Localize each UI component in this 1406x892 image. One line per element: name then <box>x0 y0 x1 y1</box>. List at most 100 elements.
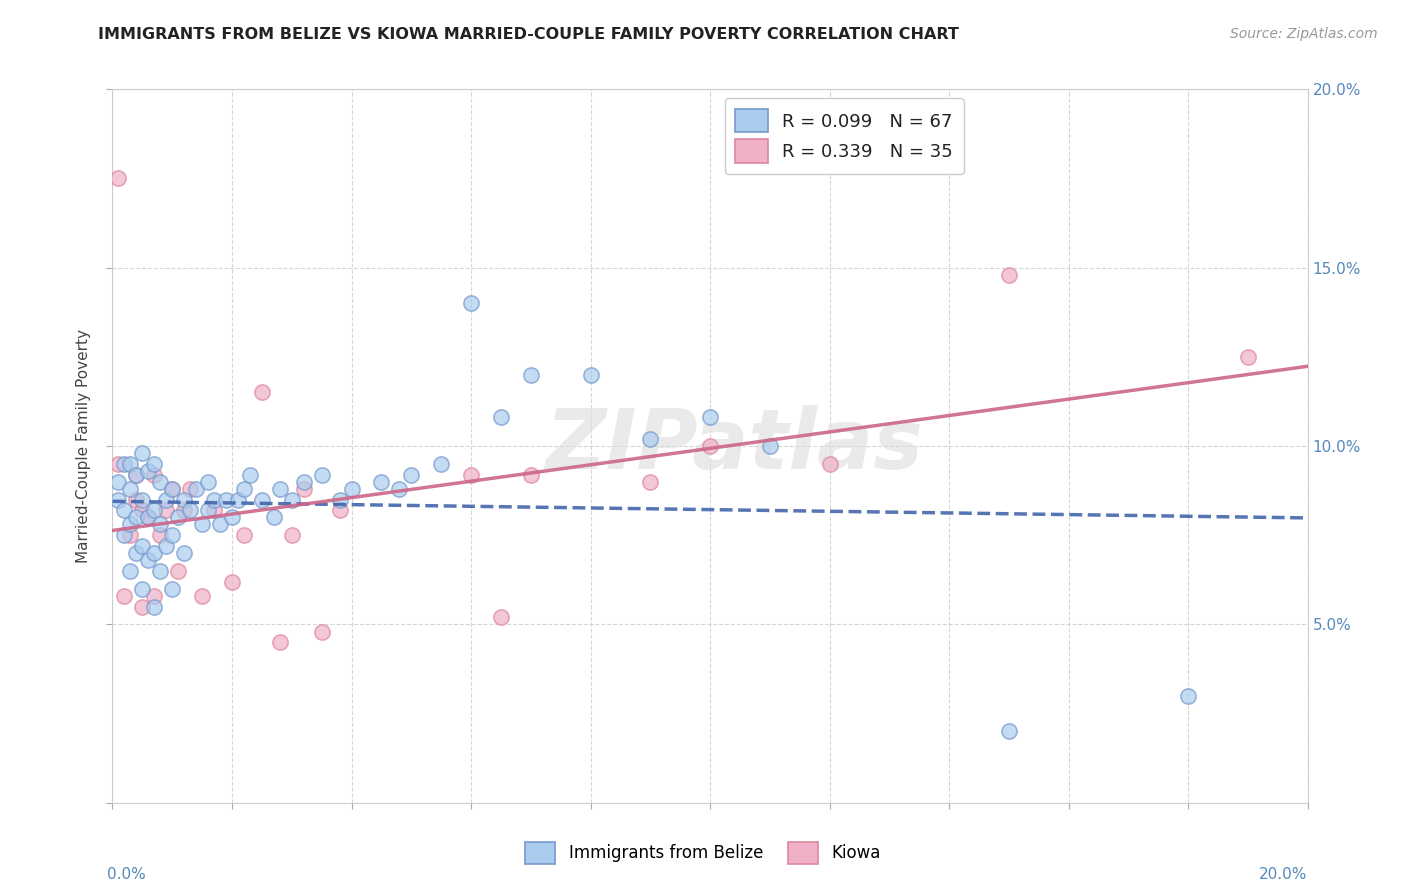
Point <box>138 464 160 478</box>
Point <box>120 517 142 532</box>
Point <box>818 457 841 471</box>
Point <box>107 492 129 507</box>
Point <box>120 528 142 542</box>
Point <box>173 503 195 517</box>
Point <box>143 546 166 560</box>
Point <box>579 368 602 382</box>
Point <box>759 439 782 453</box>
Point <box>149 564 172 578</box>
Point <box>281 528 304 542</box>
Point <box>998 268 1021 282</box>
Point <box>114 589 135 603</box>
Point <box>520 368 543 382</box>
Legend: Immigrants from Belize, Kiowa: Immigrants from Belize, Kiowa <box>519 836 887 871</box>
Point <box>162 582 183 596</box>
Point <box>143 467 166 482</box>
Point <box>120 564 142 578</box>
Point <box>311 467 333 482</box>
Legend: R = 0.099   N = 67, R = 0.339   N = 35: R = 0.099 N = 67, R = 0.339 N = 35 <box>724 98 965 174</box>
Point <box>640 475 662 489</box>
Point <box>329 492 352 507</box>
Point <box>388 482 411 496</box>
Point <box>401 467 423 482</box>
Point <box>131 503 153 517</box>
Point <box>250 385 273 400</box>
Point <box>640 432 662 446</box>
Point <box>107 457 129 471</box>
Point <box>197 475 219 489</box>
Point <box>138 510 160 524</box>
Point <box>197 503 219 517</box>
Point <box>162 482 183 496</box>
Text: Source: ZipAtlas.com: Source: ZipAtlas.com <box>1230 27 1378 41</box>
Point <box>250 492 273 507</box>
Point <box>191 517 214 532</box>
Text: 0.0%: 0.0% <box>107 867 145 882</box>
Point <box>155 492 177 507</box>
Point <box>131 446 153 460</box>
Point <box>107 475 129 489</box>
Point <box>149 528 172 542</box>
Y-axis label: Married-Couple Family Poverty: Married-Couple Family Poverty <box>76 329 91 563</box>
Point <box>263 510 285 524</box>
Point <box>125 467 148 482</box>
Point <box>460 467 482 482</box>
Point <box>131 539 153 553</box>
Point <box>179 482 201 496</box>
Point <box>340 482 363 496</box>
Point <box>269 635 291 649</box>
Point <box>370 475 392 489</box>
Point <box>1177 689 1199 703</box>
Point <box>143 457 166 471</box>
Point <box>173 492 195 507</box>
Point <box>699 410 721 425</box>
Point <box>269 482 291 496</box>
Text: 20.0%: 20.0% <box>1260 867 1308 882</box>
Point <box>155 503 177 517</box>
Point <box>226 492 249 507</box>
Point <box>143 589 166 603</box>
Point <box>125 467 148 482</box>
Point <box>120 482 142 496</box>
Point <box>143 599 166 614</box>
Point <box>209 517 232 532</box>
Point <box>125 546 148 560</box>
Point <box>114 457 135 471</box>
Point <box>162 528 183 542</box>
Point <box>167 564 190 578</box>
Point <box>233 482 256 496</box>
Point <box>191 589 214 603</box>
Point <box>233 528 256 542</box>
Point <box>998 724 1021 739</box>
Point <box>138 510 160 524</box>
Point <box>179 503 201 517</box>
Point <box>430 457 453 471</box>
Point <box>489 410 512 425</box>
Point <box>202 503 225 517</box>
Point <box>138 553 160 567</box>
Point <box>114 528 135 542</box>
Point <box>239 467 262 482</box>
Point <box>281 492 304 507</box>
Text: ZIPatlas: ZIPatlas <box>546 406 922 486</box>
Point <box>460 296 482 310</box>
Point <box>292 482 315 496</box>
Point <box>125 492 148 507</box>
Point <box>292 475 315 489</box>
Point <box>143 503 166 517</box>
Point <box>186 482 208 496</box>
Point <box>202 492 225 507</box>
Point <box>173 546 195 560</box>
Point <box>162 482 183 496</box>
Point <box>131 582 153 596</box>
Point <box>520 467 543 482</box>
Point <box>114 503 135 517</box>
Point <box>215 492 238 507</box>
Point <box>221 510 243 524</box>
Point <box>1237 350 1260 364</box>
Point <box>107 171 129 186</box>
Point <box>221 574 243 589</box>
Point <box>311 624 333 639</box>
Point <box>155 539 177 553</box>
Point <box>125 510 148 524</box>
